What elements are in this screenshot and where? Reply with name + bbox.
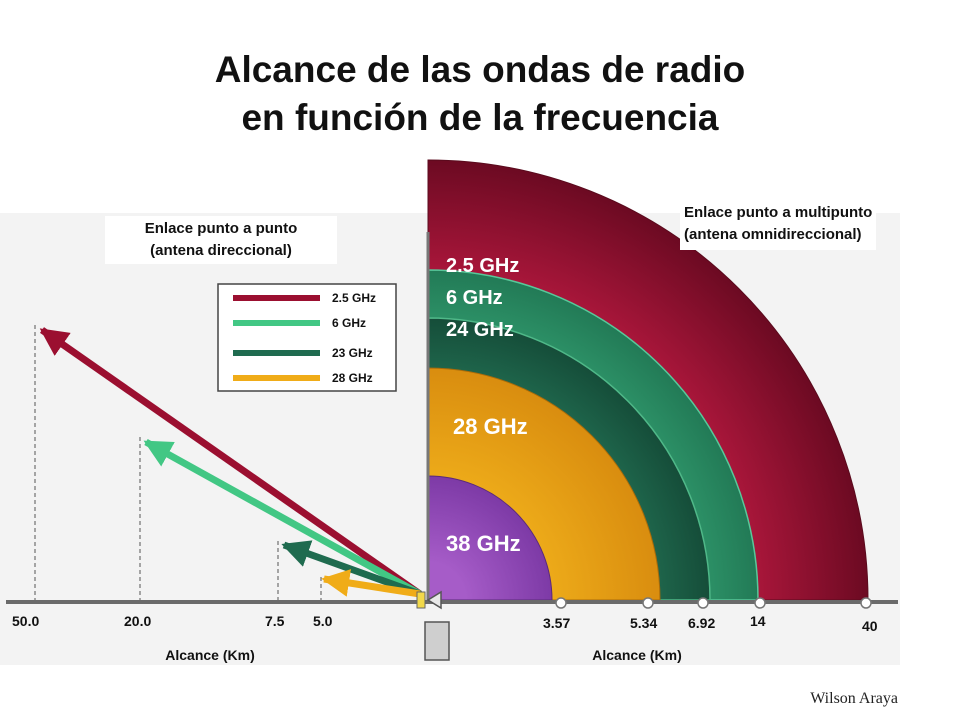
right-heading-line-2: (antena omnidireccional) bbox=[684, 226, 862, 243]
right-heading-line-1: Enlace punto a multipunto bbox=[684, 204, 873, 221]
legend-label-2-5ghz: 2.5 GHz bbox=[332, 291, 376, 305]
band-label-24ghz: 24 GHz bbox=[446, 319, 514, 341]
tick-marker-14 bbox=[754, 597, 766, 609]
band-38ghz bbox=[427, 475, 553, 601]
legend-label-28ghz: 28 GHz bbox=[332, 371, 373, 385]
author-credit: Wilson Araya bbox=[810, 690, 898, 707]
directional-antenna-icon bbox=[416, 591, 426, 609]
tick-label-20: 20.0 bbox=[124, 613, 151, 629]
tick-label-7-5: 7.5 bbox=[265, 613, 285, 629]
arrow-6ghz bbox=[143, 438, 422, 598]
band-label-28ghz: 28 GHz bbox=[453, 414, 528, 439]
tick-marker-3-57 bbox=[555, 597, 567, 609]
left-heading-line-1: Enlace punto a punto bbox=[144, 220, 298, 237]
base-station-icon bbox=[424, 621, 450, 661]
omni-antenna-icon bbox=[426, 590, 442, 610]
tick-marker-40 bbox=[860, 597, 872, 609]
arrow-2-5ghz bbox=[39, 327, 423, 597]
tick-label-5: 5.0 bbox=[313, 613, 333, 629]
title-line-2: en función de la frecuencia bbox=[241, 97, 719, 138]
tick-label-40: 40 bbox=[862, 618, 878, 634]
right-heading: Enlace punto a multipunto (antena omnidi… bbox=[680, 202, 877, 250]
tick-marker-6-92 bbox=[697, 597, 709, 609]
legend-box bbox=[217, 283, 397, 392]
right-axis-title: Alcance (Km) bbox=[592, 647, 681, 663]
legend-label-6ghz: 6 GHz bbox=[332, 316, 366, 330]
tick-label-6-92: 6.92 bbox=[688, 615, 715, 631]
tick-label-50: 50.0 bbox=[12, 613, 39, 629]
tick-label-3-57: 3.57 bbox=[543, 615, 570, 631]
tick-label-5-34: 5.34 bbox=[630, 615, 657, 631]
tick-marker-5-34 bbox=[642, 597, 654, 609]
slide-title: Alcance de las ondas de radio en función… bbox=[0, 46, 960, 142]
band-label-38ghz: 38 GHz bbox=[446, 531, 521, 556]
legend-label-23ghz: 23 GHz bbox=[332, 346, 373, 360]
left-heading: Enlace punto a punto (antena direccional… bbox=[105, 216, 337, 264]
band-label-2-5ghz: 2.5 GHz bbox=[446, 255, 519, 277]
tick-label-14: 14 bbox=[750, 613, 766, 629]
arrow-23ghz bbox=[281, 540, 422, 598]
title-line-1: Alcance de las ondas de radio bbox=[214, 49, 746, 90]
left-heading-line-2: (antena direccional) bbox=[150, 242, 292, 259]
arrow-28ghz bbox=[321, 569, 421, 598]
band-label-6ghz: 6 GHz bbox=[446, 287, 503, 309]
left-axis-title: Alcance (Km) bbox=[165, 647, 254, 663]
